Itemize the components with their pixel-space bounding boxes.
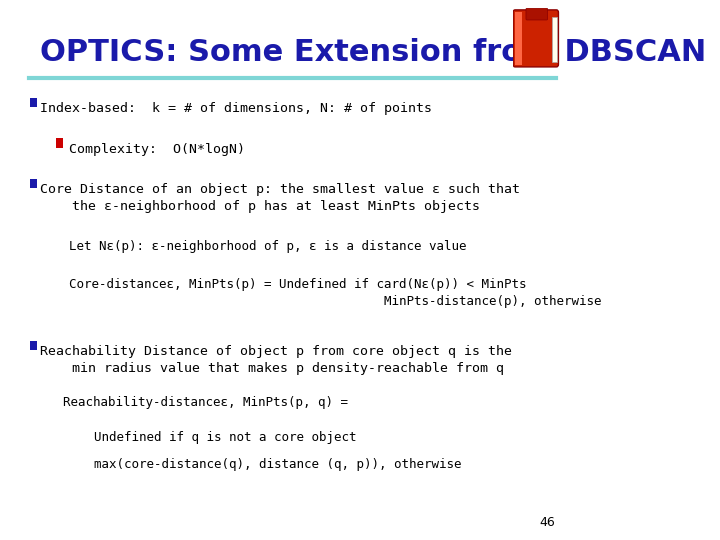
Text: 46: 46	[540, 516, 556, 529]
Text: OPTICS: Some Extension from DBSCAN: OPTICS: Some Extension from DBSCAN	[40, 38, 706, 67]
Text: Core Distance of an object p: the smallest value ε such that
    the ε-neighborh: Core Distance of an object p: the smalle…	[40, 183, 520, 213]
Bar	[56, 138, 63, 148]
Text: Let Nε(p): ε-neighborhood of p, ε is a distance value: Let Nε(p): ε-neighborhood of p, ε is a d…	[68, 240, 467, 253]
Text: Reachability Distance of object p from core object q is the
    min radius value: Reachability Distance of object p from c…	[40, 345, 512, 375]
Text: max(core-distance(q), distance (q, p)), otherwise: max(core-distance(q), distance (q, p)), …	[94, 458, 462, 471]
Bar	[30, 341, 37, 350]
Bar	[30, 179, 37, 188]
Text: Index-based:  k = # of dimensions, N: # of points: Index-based: k = # of dimensions, N: # o…	[40, 102, 432, 115]
Text: Complexity:  O(N*logN): Complexity: O(N*logN)	[68, 143, 245, 156]
Text: Reachability-distanceε, MinPts(p, q) =: Reachability-distanceε, MinPts(p, q) =	[63, 396, 348, 409]
Bar	[30, 98, 37, 107]
Text: Core-distanceε, MinPts(p) = Undefined if card(Nε(p)) < MinPts
                  : Core-distanceε, MinPts(p) = Undefined if…	[68, 278, 601, 308]
Text: Undefined if q is not a core object: Undefined if q is not a core object	[94, 431, 357, 444]
